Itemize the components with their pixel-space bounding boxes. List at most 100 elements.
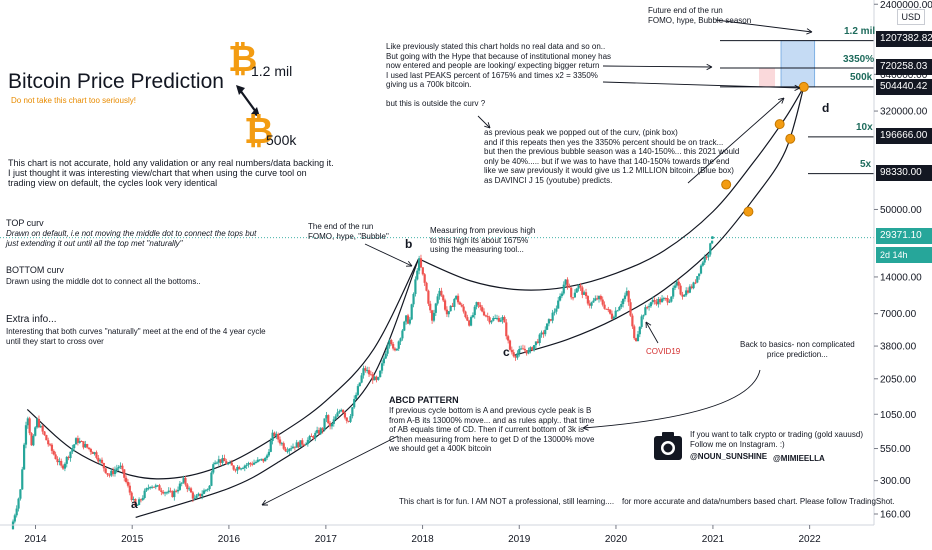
candle-body-227 [432, 312, 436, 321]
candle-body-233 [443, 300, 447, 310]
candle-body-47 [99, 459, 102, 462]
arrow-end-of-run-head [405, 260, 413, 267]
candle-body-151 [291, 446, 295, 449]
currency-badge[interactable]: USD [897, 9, 925, 25]
candle-body-143 [277, 433, 280, 440]
candle-body-56 [115, 468, 118, 470]
candle-body-131 [254, 462, 258, 464]
candle-body-296 [560, 293, 564, 297]
candle-body-148 [286, 451, 289, 453]
candle-body-125 [243, 465, 246, 469]
candle-body-134 [260, 458, 263, 460]
candle-body-53 [110, 470, 113, 476]
candle-body-87 [173, 490, 176, 498]
candle-body-358 [675, 281, 678, 286]
candle-body-119 [232, 465, 235, 470]
candle-body-104 [204, 489, 207, 491]
candle-body-115 [225, 461, 228, 465]
candle-body-182 [349, 416, 352, 422]
candle-body-21 [50, 444, 54, 451]
top-curv-title: TOP curv [6, 218, 44, 228]
candle-body-184 [353, 398, 356, 408]
candle-body-154 [297, 442, 300, 448]
candle-body-353 [666, 298, 669, 303]
projection-marker-1 [743, 206, 754, 217]
candle-body-374 [705, 256, 708, 258]
candle-body-343 [647, 306, 651, 308]
candle-body-161 [310, 435, 313, 437]
projection-marker-0 [721, 179, 732, 190]
as-previous-note: as previous peak we popped out of the cu… [484, 128, 740, 185]
candle-body-328 [620, 303, 623, 307]
candle-body-100 [197, 493, 200, 496]
candle-body-284 [538, 334, 541, 344]
candle-body-2 [15, 508, 18, 516]
candle-body-220 [419, 258, 423, 268]
candle-body-171 [329, 423, 332, 427]
candle-body-275 [521, 348, 525, 350]
candle-body-195 [373, 376, 376, 381]
candle-body-196 [375, 376, 378, 380]
y-tick-label-5: 7000.00 [880, 309, 917, 320]
candle-body-180 [345, 417, 348, 421]
arrow-future-end [715, 19, 813, 33]
y-tick-label-2: 320000.00 [880, 107, 928, 118]
y-tick-label-0: 2400000.00 [880, 0, 932, 11]
candle-body-117 [228, 462, 232, 464]
candle-body-293 [555, 308, 558, 312]
candle-body-69 [139, 499, 143, 501]
candle-body-147 [284, 448, 287, 452]
candle-body-225 [429, 303, 432, 311]
candle-body-135 [262, 458, 265, 462]
candle-body-176 [338, 411, 341, 413]
candle-body-102 [201, 493, 204, 497]
candle-body-347 [655, 301, 658, 305]
candle-body-130 [252, 462, 256, 465]
arrow-to-500k [602, 81, 801, 89]
candle-body-43 [91, 451, 94, 454]
candle-body-320 [605, 308, 608, 310]
candle-body-264 [501, 316, 504, 321]
candle-body-200 [382, 358, 385, 364]
handle-mimieella[interactable]: @MIMIEELLA [773, 454, 825, 463]
price-tag-504440: 504440.42 [876, 79, 932, 95]
candle-body-142 [275, 433, 278, 436]
extra-info-title: Extra info... [6, 314, 57, 325]
handle-noun-sunshine[interactable]: @NOUN_SUNSHINE [690, 452, 768, 461]
candle-body-244 [464, 311, 467, 318]
candle-body-308 [583, 292, 586, 295]
candle-body-186 [356, 386, 360, 395]
projection-marker-3 [785, 133, 796, 144]
candle-body-209 [399, 338, 402, 342]
y-tick-label-1: 640000.00 [880, 70, 928, 81]
candle-body-344 [649, 302, 653, 307]
candle-body-331 [625, 291, 628, 296]
candle-body-215 [410, 304, 413, 320]
candle-body-274 [520, 348, 523, 350]
candle-body-334 [631, 315, 634, 327]
candle-body-366 [690, 286, 693, 289]
candle-body-306 [579, 285, 582, 288]
candle-body-25 [58, 460, 61, 463]
candle-body-221 [421, 267, 424, 275]
candle-body-139 [269, 440, 272, 452]
candle-body-286 [542, 332, 545, 335]
candle-body-278 [527, 349, 530, 354]
candle-body-118 [230, 462, 233, 466]
candle-body-121 [236, 466, 239, 471]
candle-body-198 [379, 370, 382, 378]
candle-body-260 [494, 318, 497, 320]
candle-body-10 [30, 433, 33, 446]
candle-body-133 [258, 459, 261, 461]
candle-body-55 [113, 469, 117, 475]
candle-body-201 [384, 353, 387, 359]
candle-body-12 [34, 427, 37, 436]
candle-body-96 [189, 488, 193, 493]
candle-body-249 [473, 306, 476, 316]
candle-body-256 [486, 316, 489, 318]
candle-body-339 [640, 316, 643, 327]
candle-body-322 [609, 309, 612, 314]
btc-500k-label: 500k [266, 132, 297, 148]
